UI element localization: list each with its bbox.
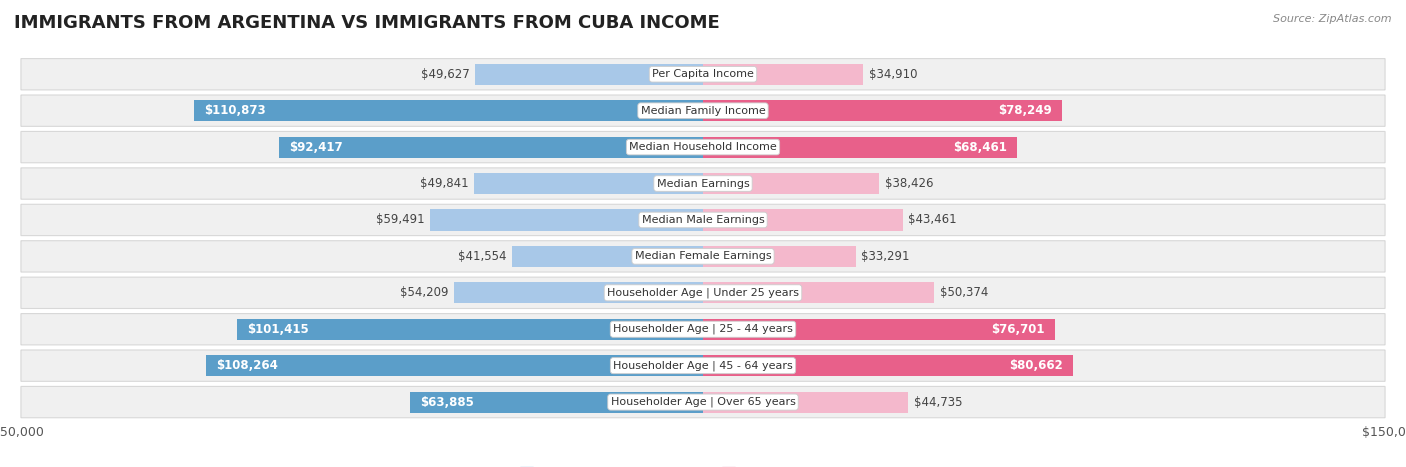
Bar (430, 209, 703, 231)
Text: $59,491: $59,491 (375, 213, 425, 226)
Text: Per Capita Income: Per Capita Income (652, 69, 754, 79)
FancyBboxPatch shape (21, 131, 1385, 163)
Bar (703, 64, 863, 85)
Text: $44,735: $44,735 (914, 396, 963, 409)
Bar (703, 391, 908, 413)
FancyBboxPatch shape (21, 58, 1385, 90)
Bar (475, 64, 703, 85)
Bar (205, 355, 703, 376)
Bar (703, 209, 903, 231)
Text: Householder Age | 25 - 44 years: Householder Age | 25 - 44 years (613, 324, 793, 334)
Text: $101,415: $101,415 (247, 323, 309, 336)
Text: $49,841: $49,841 (420, 177, 468, 190)
Text: $76,701: $76,701 (991, 323, 1045, 336)
Text: Median Male Earnings: Median Male Earnings (641, 215, 765, 225)
Bar (409, 391, 703, 413)
Bar (703, 100, 1063, 121)
Text: $108,264: $108,264 (217, 359, 278, 372)
Text: Median Earnings: Median Earnings (657, 178, 749, 189)
Text: $110,873: $110,873 (204, 104, 266, 117)
Bar (703, 136, 1018, 158)
Text: $80,662: $80,662 (1010, 359, 1063, 372)
Text: $63,885: $63,885 (420, 396, 474, 409)
Text: $33,291: $33,291 (862, 250, 910, 263)
Bar (703, 173, 880, 194)
Text: $78,249: $78,249 (998, 104, 1052, 117)
Text: $50,374: $50,374 (939, 286, 988, 299)
Text: Source: ZipAtlas.com: Source: ZipAtlas.com (1274, 14, 1392, 24)
FancyBboxPatch shape (21, 313, 1385, 345)
Text: $38,426: $38,426 (884, 177, 934, 190)
Bar (454, 282, 703, 304)
Text: $34,910: $34,910 (869, 68, 917, 81)
Bar (238, 318, 703, 340)
Text: $41,554: $41,554 (458, 250, 506, 263)
Bar (703, 355, 1073, 376)
Bar (703, 282, 935, 304)
Bar (278, 136, 703, 158)
Bar (703, 318, 1056, 340)
FancyBboxPatch shape (21, 277, 1385, 309)
Text: Householder Age | Under 25 years: Householder Age | Under 25 years (607, 288, 799, 298)
Text: Median Female Earnings: Median Female Earnings (634, 251, 772, 262)
Text: $54,209: $54,209 (401, 286, 449, 299)
Bar (703, 246, 856, 267)
Text: Householder Age | 45 - 64 years: Householder Age | 45 - 64 years (613, 361, 793, 371)
Text: $92,417: $92,417 (288, 141, 343, 154)
FancyBboxPatch shape (21, 386, 1385, 418)
Bar (512, 246, 703, 267)
Text: Median Family Income: Median Family Income (641, 106, 765, 116)
Text: IMMIGRANTS FROM ARGENTINA VS IMMIGRANTS FROM CUBA INCOME: IMMIGRANTS FROM ARGENTINA VS IMMIGRANTS … (14, 14, 720, 32)
FancyBboxPatch shape (21, 241, 1385, 272)
FancyBboxPatch shape (21, 168, 1385, 199)
Text: Median Household Income: Median Household Income (628, 142, 778, 152)
Bar (194, 100, 703, 121)
FancyBboxPatch shape (21, 95, 1385, 127)
Text: $49,627: $49,627 (420, 68, 470, 81)
Bar (474, 173, 703, 194)
Text: $43,461: $43,461 (908, 213, 956, 226)
FancyBboxPatch shape (21, 350, 1385, 382)
Text: Householder Age | Over 65 years: Householder Age | Over 65 years (610, 397, 796, 407)
FancyBboxPatch shape (21, 204, 1385, 236)
Text: $68,461: $68,461 (953, 141, 1007, 154)
